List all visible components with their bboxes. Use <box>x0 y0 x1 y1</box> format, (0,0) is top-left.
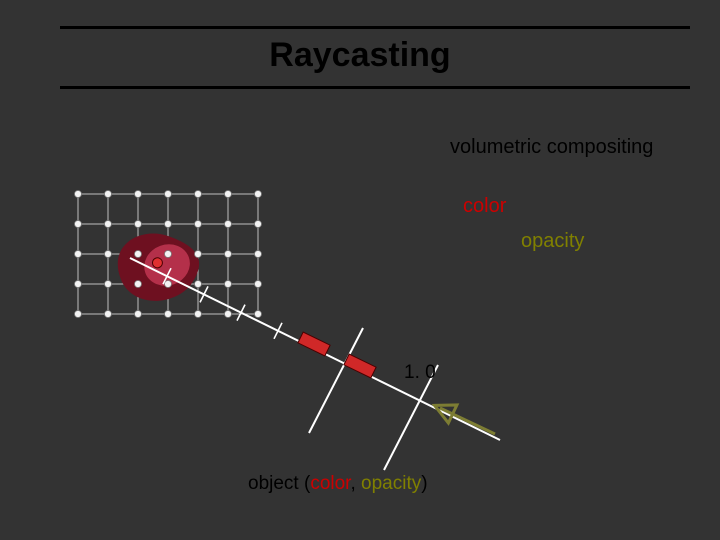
one-label: 1. 0 <box>404 362 436 384</box>
object-suffix: ) <box>421 473 427 494</box>
color-label: color <box>463 195 506 218</box>
object-prefix: object ( <box>248 473 310 494</box>
object-label: object (color, opacity) <box>248 473 428 495</box>
object-color-word: color <box>310 473 350 494</box>
diagram-svg <box>0 0 720 540</box>
opacity-label: opacity <box>521 230 584 253</box>
slide-root: Raycasting volumetric compositing color … <box>0 0 720 540</box>
compositing-label: volumetric compositing <box>450 136 653 159</box>
object-sep: , <box>350 473 361 494</box>
object-opacity-word: opacity <box>361 473 421 494</box>
